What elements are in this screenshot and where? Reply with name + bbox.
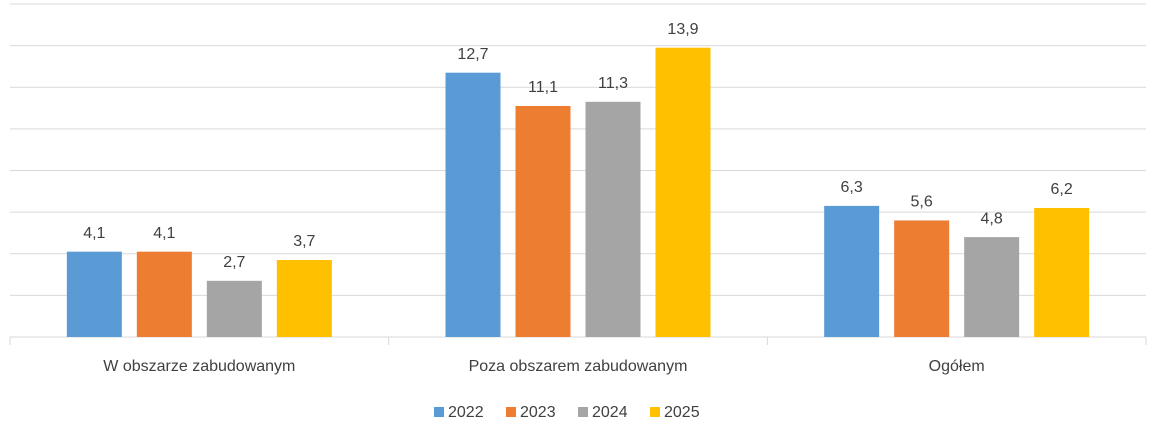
bar bbox=[655, 47, 711, 338]
data-label: 2,7 bbox=[223, 254, 245, 271]
bar bbox=[515, 105, 571, 337]
bar bbox=[445, 72, 501, 338]
data-label: 4,1 bbox=[83, 225, 105, 242]
data-label: 12,7 bbox=[457, 46, 488, 63]
bar bbox=[66, 251, 122, 337]
legend-label: 2025 bbox=[664, 404, 700, 421]
bar bbox=[824, 205, 880, 337]
bar bbox=[585, 101, 641, 337]
bar bbox=[964, 237, 1020, 337]
bar bbox=[206, 280, 262, 337]
data-label: 6,2 bbox=[1051, 181, 1073, 198]
data-label: 6,3 bbox=[841, 179, 863, 196]
bar bbox=[136, 251, 192, 337]
data-label: 5,6 bbox=[911, 194, 933, 211]
data-label: 11,3 bbox=[598, 75, 628, 92]
data-label: 4,8 bbox=[981, 210, 1003, 227]
x-tick-label: W obszarze zabudowanym bbox=[103, 358, 295, 375]
legend-label: 2022 bbox=[448, 404, 484, 421]
legend-swatch bbox=[578, 407, 588, 417]
x-tick-label: Poza obszarem zabudowanym bbox=[469, 358, 688, 375]
legend-label: 2024 bbox=[592, 404, 628, 421]
bar bbox=[1034, 207, 1090, 337]
legend-swatch bbox=[506, 407, 516, 417]
data-label: 3,7 bbox=[293, 233, 315, 250]
data-label: 11,1 bbox=[528, 79, 558, 96]
data-label: 13,9 bbox=[667, 21, 698, 38]
x-tick-label: Ogółem bbox=[929, 358, 985, 375]
legend-label: 2023 bbox=[520, 404, 556, 421]
bar bbox=[894, 220, 950, 337]
legend-swatch bbox=[650, 407, 660, 417]
legend-swatch bbox=[434, 407, 444, 417]
data-label: 4,1 bbox=[153, 225, 175, 242]
bar bbox=[276, 259, 332, 337]
